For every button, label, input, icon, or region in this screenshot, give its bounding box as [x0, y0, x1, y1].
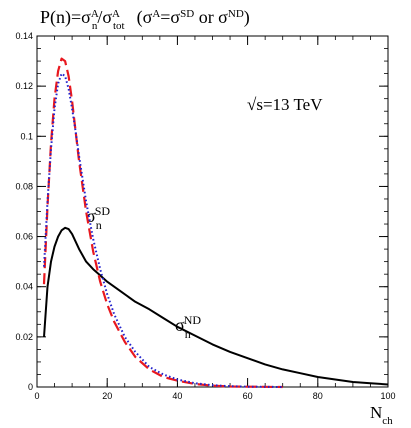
series-line-nd [43, 226, 389, 386]
y-tick-label: 0.1 [20, 131, 33, 141]
x-tick-label: 60 [243, 391, 253, 401]
y-tick-label: 0.04 [15, 282, 33, 292]
x-tick-label: 80 [313, 391, 323, 401]
series-line-sd-dotted [43, 72, 283, 388]
x-tick-label: 100 [380, 391, 395, 401]
series-label-nd: σnND [175, 313, 201, 341]
y-tick-label: 0 [28, 382, 33, 392]
y-tick-label: 0.12 [15, 81, 33, 91]
x-axis-label: Nch [370, 403, 393, 427]
series-label-sd: σnSD [86, 204, 110, 232]
y-tick-label: 0.14 [15, 31, 33, 41]
y-tick-label: 0.02 [15, 332, 33, 342]
y-tick-label: 0.06 [15, 232, 33, 242]
x-tick-label: 20 [102, 391, 112, 401]
x-tick-label: 0 [34, 391, 39, 401]
energy-label: √s=13 TeV [247, 95, 323, 114]
x-tick-label: 40 [172, 391, 182, 401]
y-tick-label: 0.08 [15, 181, 33, 191]
chart-title: P(n)=σA n/σA tot (σA=σSD or σND) [40, 7, 250, 32]
